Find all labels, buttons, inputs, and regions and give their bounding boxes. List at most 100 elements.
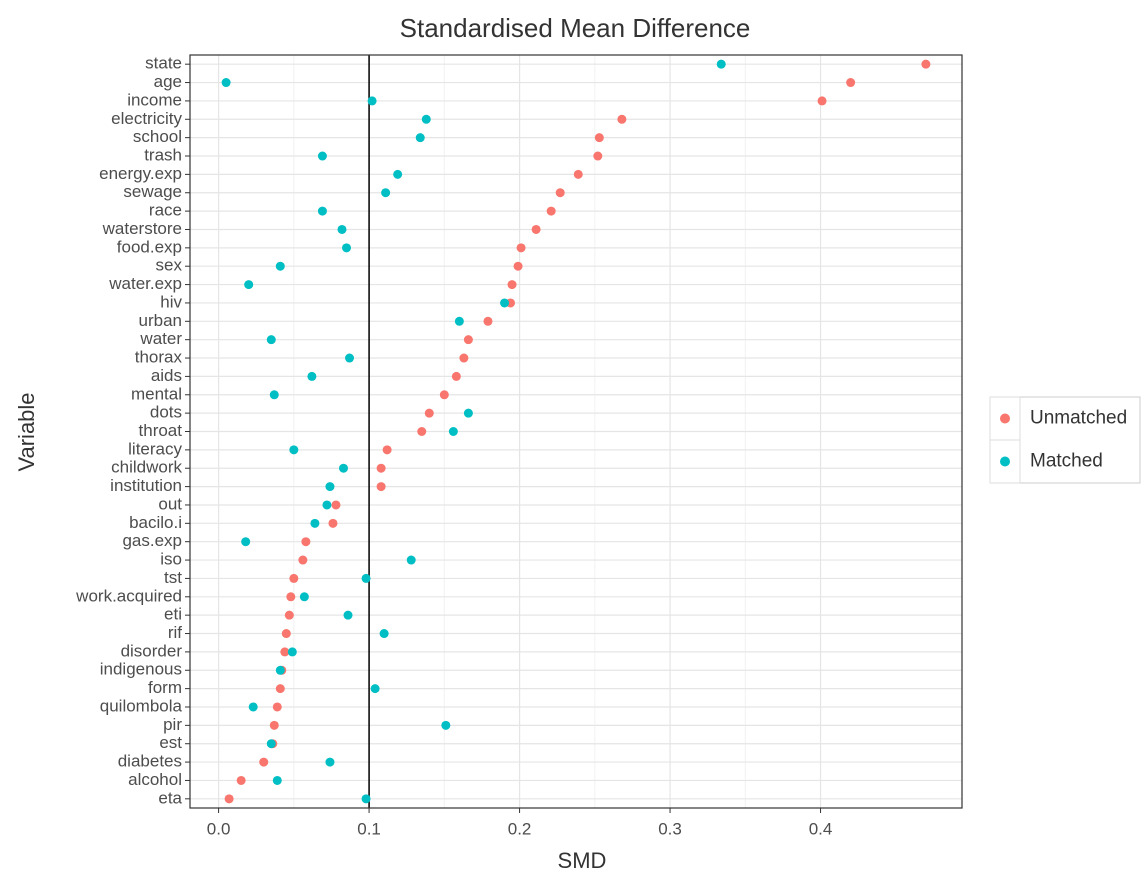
- point: [275, 665, 285, 675]
- y-tick-label: age: [154, 72, 182, 91]
- point: [259, 757, 269, 767]
- point: [441, 720, 451, 730]
- point: [287, 647, 297, 657]
- legend-swatch: [1000, 413, 1010, 424]
- y-tick-label: race: [149, 201, 182, 220]
- x-tick-label: 0.2: [508, 819, 532, 838]
- point: [546, 206, 556, 216]
- y-tick-label: tst: [164, 568, 182, 587]
- point: [376, 463, 386, 473]
- point: [286, 592, 296, 602]
- point: [361, 794, 371, 804]
- point: [361, 573, 371, 583]
- y-tick-label: alcohol: [128, 770, 182, 789]
- point: [921, 59, 931, 69]
- y-tick-label: indigenous: [100, 660, 182, 679]
- y-tick-label: iso: [160, 550, 182, 569]
- point: [531, 224, 541, 234]
- point: [272, 702, 282, 712]
- point: [424, 408, 434, 418]
- plot-border: [189, 54, 963, 809]
- point: [463, 408, 473, 418]
- y-tick-label: dots: [150, 403, 182, 422]
- x-tick-label: 0.0: [207, 819, 231, 838]
- x-tick-label: 0.3: [658, 819, 682, 838]
- point: [393, 169, 403, 179]
- point: [417, 427, 427, 436]
- point: [307, 371, 317, 381]
- point: [275, 684, 285, 694]
- point: [281, 629, 291, 639]
- y-tick-label: pir: [163, 715, 182, 734]
- y-tick-label: throat: [139, 421, 183, 440]
- point: [716, 59, 726, 69]
- point: [275, 261, 285, 271]
- y-tick-label: work.acquired: [75, 586, 182, 605]
- point: [846, 78, 856, 88]
- point: [507, 280, 517, 290]
- y-tick-label: gas.exp: [122, 531, 182, 550]
- point: [376, 482, 386, 492]
- point: [241, 537, 251, 547]
- point: [513, 261, 523, 271]
- point: [483, 316, 493, 326]
- point: [342, 243, 352, 253]
- x-axis-label: SMD: [558, 848, 607, 873]
- point: [382, 445, 392, 455]
- y-tick-label: form: [148, 678, 182, 697]
- point: [310, 518, 320, 528]
- y-tick-label: diabetes: [118, 752, 182, 771]
- point: [516, 243, 526, 253]
- chart-title: Standardised Mean Difference: [400, 13, 751, 43]
- point: [298, 555, 308, 565]
- point: [325, 757, 335, 767]
- y-tick-label: state: [145, 54, 182, 73]
- y-tick-label: thorax: [135, 348, 183, 367]
- point: [573, 169, 583, 179]
- point: [301, 537, 311, 547]
- point: [338, 463, 348, 473]
- y-tick-label: childwork: [111, 458, 182, 477]
- point: [322, 500, 332, 510]
- point: [299, 592, 309, 602]
- point: [593, 151, 603, 161]
- point: [224, 794, 234, 804]
- point: [248, 702, 258, 712]
- legend-label: Matched: [1030, 451, 1103, 472]
- point: [370, 684, 380, 694]
- point: [451, 371, 461, 381]
- y-tick-label: eta: [158, 788, 182, 807]
- point: [266, 335, 276, 345]
- point: [269, 390, 279, 400]
- y-tick-label: sex: [156, 256, 183, 275]
- y-tick-label: est: [159, 733, 182, 752]
- y-tick-label: aids: [151, 366, 182, 385]
- y-tick-label: water: [139, 329, 182, 348]
- y-tick-label: waterstore: [102, 219, 182, 238]
- y-tick-label: institution: [110, 476, 182, 495]
- point: [379, 629, 389, 639]
- point: [459, 353, 469, 363]
- y-tick-label: quilombola: [100, 696, 183, 715]
- y-tick-label: out: [158, 494, 182, 513]
- y-tick-label: hiv: [160, 292, 182, 311]
- point: [555, 188, 565, 198]
- point: [817, 96, 827, 106]
- x-tick-label: 0.4: [809, 819, 833, 838]
- point: [280, 647, 290, 657]
- point: [415, 133, 425, 143]
- point: [594, 133, 604, 143]
- point: [317, 206, 327, 216]
- point: [421, 114, 431, 124]
- point: [617, 114, 627, 124]
- y-tick-label: rif: [168, 623, 182, 642]
- point: [381, 188, 391, 198]
- y-tick-label: literacy: [128, 439, 182, 458]
- legend-label: Unmatched: [1030, 408, 1127, 429]
- point: [328, 518, 338, 528]
- point: [345, 353, 355, 363]
- point: [244, 280, 254, 290]
- point: [221, 78, 231, 88]
- point: [406, 555, 416, 565]
